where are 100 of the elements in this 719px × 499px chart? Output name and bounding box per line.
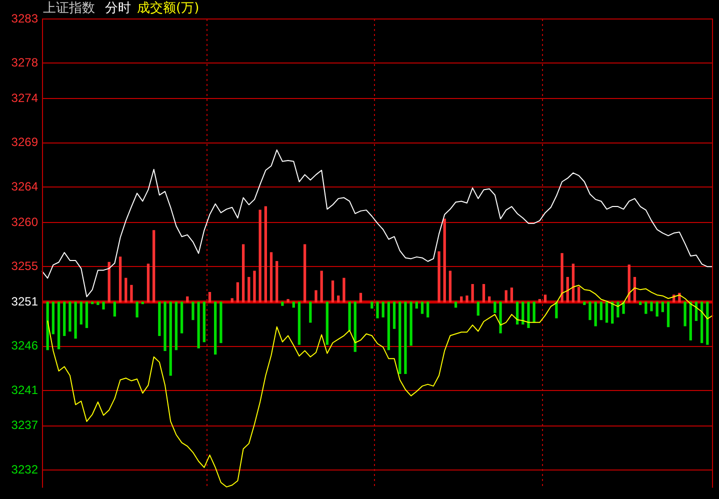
- bar: [102, 302, 105, 310]
- y-tick-label: 3251: [11, 294, 38, 308]
- bar: [186, 296, 189, 302]
- bar: [331, 280, 334, 302]
- bar: [661, 302, 664, 312]
- bar: [164, 302, 166, 352]
- bar: [370, 302, 374, 309]
- bar: [532, 302, 536, 323]
- bar: [700, 302, 704, 344]
- bar: [398, 302, 402, 374]
- y-tick-label: 3232: [11, 462, 38, 476]
- bar: [236, 282, 240, 302]
- bar: [527, 302, 530, 328]
- bar: [638, 302, 642, 306]
- y-tick-label: 3269: [11, 135, 38, 150]
- bar: [560, 253, 564, 302]
- bar: [208, 292, 212, 302]
- bar: [438, 251, 440, 302]
- y-tick-label: 3241: [11, 382, 38, 397]
- bar: [276, 261, 278, 302]
- bar: [488, 296, 491, 302]
- bar: [57, 302, 60, 350]
- bar: [555, 302, 558, 318]
- bar: [214, 302, 217, 355]
- bar: [348, 302, 351, 331]
- bar: [656, 302, 658, 317]
- bar: [633, 276, 636, 302]
- bar: [454, 302, 458, 308]
- y-tick-label: 3260: [11, 214, 38, 229]
- bar: [443, 218, 446, 302]
- text: 成交额(万): [137, 1, 200, 16]
- bar: [354, 302, 356, 352]
- bar: [230, 298, 234, 302]
- bar: [387, 302, 390, 350]
- bar: [146, 264, 150, 302]
- bar: [628, 264, 630, 302]
- bar: [118, 256, 122, 302]
- bar: [392, 302, 396, 329]
- bar: [460, 296, 463, 302]
- bar: [622, 302, 625, 314]
- bar: [666, 302, 670, 328]
- bar: [180, 302, 184, 334]
- bar: [420, 302, 424, 314]
- bar: [466, 296, 468, 302]
- bar: [684, 302, 686, 326]
- bar: [264, 206, 267, 302]
- bar: [504, 290, 508, 302]
- bar: [706, 302, 709, 345]
- bar: [108, 262, 110, 302]
- bar: [309, 302, 312, 323]
- y-tick-label: 3283: [11, 11, 38, 26]
- bar: [588, 302, 592, 320]
- bar: [326, 302, 329, 345]
- bar: [314, 290, 318, 302]
- bar: [577, 286, 580, 302]
- bar: [242, 244, 245, 302]
- bar: [415, 302, 418, 309]
- bar: [270, 252, 273, 302]
- bar: [303, 244, 306, 302]
- bar: [499, 302, 502, 334]
- chart-subtitle: 分时: [105, 1, 131, 16]
- bar: [594, 302, 597, 326]
- bar: [152, 230, 156, 302]
- bar: [538, 299, 541, 302]
- bar: [169, 302, 172, 376]
- bar: [689, 302, 692, 340]
- bar: [376, 302, 379, 318]
- bar: [510, 288, 514, 302]
- bar: [68, 302, 72, 332]
- bar: [382, 302, 384, 318]
- bar: [298, 302, 301, 345]
- bar: [113, 302, 116, 317]
- y-tick-label: 3264: [11, 179, 38, 194]
- bar: [522, 302, 524, 324]
- bar: [292, 302, 295, 308]
- chart-title: 上证指数: [43, 1, 95, 16]
- bar: [281, 302, 284, 306]
- bar: [482, 284, 486, 302]
- bar: [253, 270, 256, 302]
- bar: [130, 284, 133, 302]
- bar: [476, 302, 480, 316]
- bar: [572, 264, 575, 302]
- bar: [471, 284, 474, 302]
- bar: [90, 302, 94, 304]
- bar: [566, 276, 569, 302]
- bar: [583, 302, 586, 306]
- bar: [136, 302, 138, 318]
- bar: [80, 302, 82, 324]
- bar: [258, 210, 262, 302]
- bar: [85, 302, 88, 328]
- bar: [544, 294, 547, 302]
- bar: [337, 296, 340, 302]
- bar: [516, 302, 519, 324]
- bar: [248, 276, 250, 302]
- bar: [202, 302, 206, 342]
- bar: [410, 302, 412, 346]
- bar: [644, 302, 648, 314]
- bar: [74, 302, 77, 339]
- bar: [141, 302, 144, 304]
- y-tick-label: 3237: [11, 418, 38, 432]
